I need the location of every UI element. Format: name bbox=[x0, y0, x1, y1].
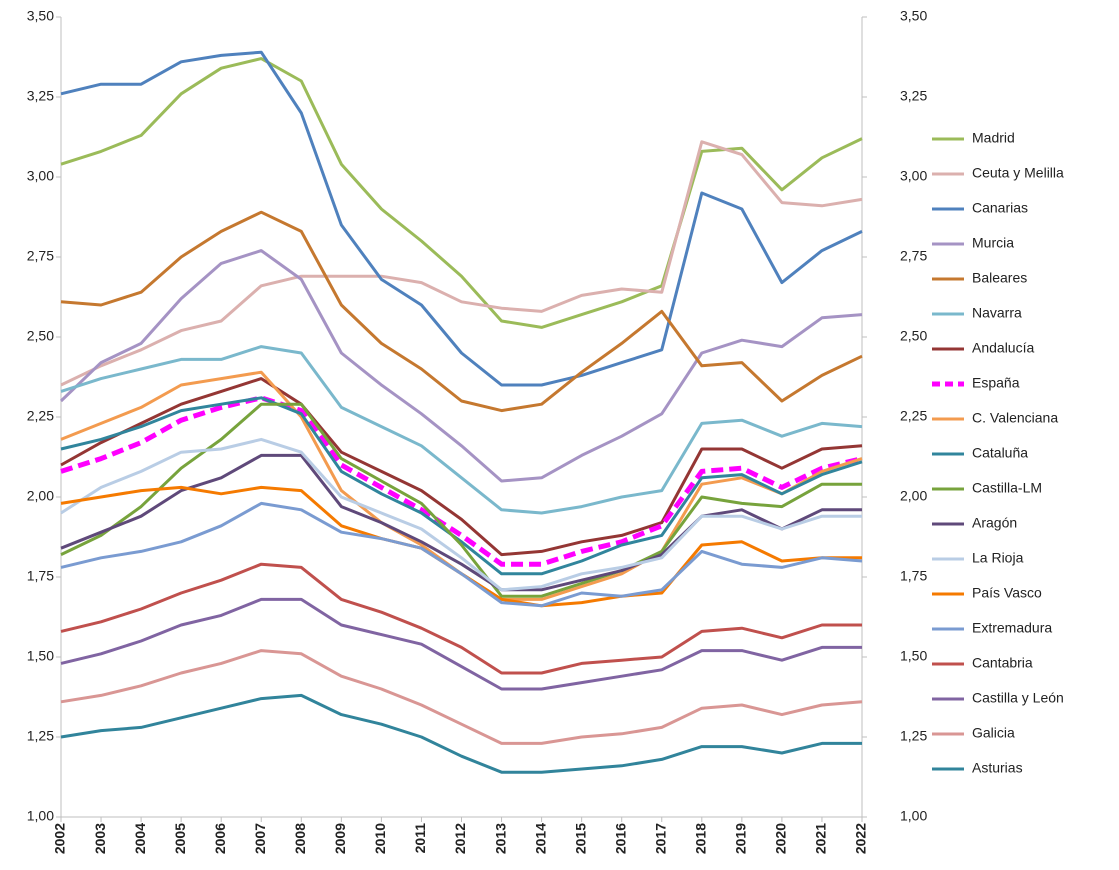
x-tick-label: 2019 bbox=[733, 823, 749, 854]
y-tick-label: 2,25 bbox=[27, 408, 54, 424]
series-line bbox=[60, 210, 863, 413]
x-tick-label: 2018 bbox=[693, 823, 709, 854]
y2-tick-label: 1,50 bbox=[900, 648, 927, 664]
series-line bbox=[60, 57, 863, 329]
series-line bbox=[60, 402, 862, 598]
y-tick-label: 2,50 bbox=[27, 328, 54, 344]
series-line bbox=[60, 562, 862, 675]
y-tick-label: 2,75 bbox=[27, 248, 54, 264]
x-tick-label: 2022 bbox=[853, 823, 869, 854]
x-tick-label: 2006 bbox=[212, 823, 228, 854]
x-tick-label: 2015 bbox=[572, 823, 588, 854]
y2-tick-label: 2,25 bbox=[900, 408, 927, 424]
y2-tick-label: 2,75 bbox=[900, 248, 927, 264]
legend-label: Castilla y León bbox=[972, 690, 1064, 706]
series-line bbox=[60, 501, 863, 608]
y-tick-label: 3,25 bbox=[27, 88, 54, 104]
y2-tick-label: 2,50 bbox=[900, 328, 927, 344]
legend-label: La Rioja bbox=[972, 550, 1024, 566]
x-tick-label: 2008 bbox=[292, 823, 308, 854]
x-tick-label: 2004 bbox=[132, 823, 148, 854]
series-line bbox=[60, 597, 862, 691]
series-line bbox=[60, 437, 862, 592]
x-tick-label: 2020 bbox=[773, 823, 789, 854]
x-tick-label: 2011 bbox=[412, 823, 428, 854]
series-line bbox=[60, 395, 863, 567]
legend-label: Andalucía bbox=[972, 340, 1034, 356]
y2-tick-label: 3,00 bbox=[900, 168, 927, 184]
x-tick-label: 2021 bbox=[813, 823, 829, 854]
series-line bbox=[60, 345, 863, 515]
legend-label: C. Valenciana bbox=[972, 410, 1058, 426]
y2-tick-label: 1,00 bbox=[900, 808, 927, 824]
legend-label: Cataluña bbox=[972, 445, 1028, 461]
y-tick-label: 1,50 bbox=[27, 648, 54, 664]
x-tick-label: 2016 bbox=[612, 823, 628, 854]
y2-tick-label: 2,00 bbox=[900, 488, 927, 504]
y2-tick-label: 1,75 bbox=[900, 568, 927, 584]
y-tick-label: 2,00 bbox=[27, 488, 54, 504]
legend-label: Galicia bbox=[972, 725, 1015, 741]
legend-label: Extremadura bbox=[972, 620, 1052, 636]
x-tick-label: 2012 bbox=[452, 823, 468, 854]
series-line bbox=[60, 453, 862, 592]
legend-label: Navarra bbox=[972, 305, 1022, 321]
y-tick-label: 1,75 bbox=[27, 568, 54, 584]
x-tick-label: 2005 bbox=[172, 823, 188, 854]
series-line bbox=[60, 140, 863, 387]
x-tick-label: 2010 bbox=[372, 823, 388, 854]
y-tick-label: 1,00 bbox=[27, 808, 54, 824]
x-tick-label: 2007 bbox=[252, 823, 268, 854]
y2-tick-label: 1,25 bbox=[900, 728, 927, 744]
legend-label: Baleares bbox=[972, 270, 1027, 286]
series-line bbox=[60, 377, 863, 557]
x-tick-label: 2002 bbox=[52, 823, 68, 854]
legend-label: Castilla-LM bbox=[972, 480, 1042, 496]
y-tick-label: 3,00 bbox=[27, 168, 54, 184]
series-line bbox=[60, 693, 862, 774]
legend-label: España bbox=[972, 375, 1020, 391]
legend-label: País Vasco bbox=[972, 585, 1042, 601]
legend-label: Aragón bbox=[972, 515, 1017, 531]
legend-label: Murcia bbox=[972, 235, 1014, 251]
y-tick-label: 3,50 bbox=[27, 8, 54, 24]
legend-label: Ceuta y Melilla bbox=[972, 165, 1064, 181]
legend-label: Madrid bbox=[972, 130, 1015, 146]
x-tick-label: 2017 bbox=[652, 823, 668, 854]
x-tick-label: 2013 bbox=[492, 823, 508, 854]
x-tick-label: 2009 bbox=[332, 823, 348, 854]
y2-tick-label: 3,25 bbox=[900, 88, 927, 104]
series-line bbox=[60, 396, 863, 576]
legend-label: Asturias bbox=[972, 760, 1023, 776]
y2-tick-label: 3,50 bbox=[900, 8, 927, 24]
series-line bbox=[60, 649, 863, 745]
legend-label: Canarias bbox=[972, 200, 1028, 216]
x-tick-label: 2003 bbox=[92, 823, 108, 854]
series-line bbox=[59, 249, 863, 483]
series-line bbox=[60, 50, 863, 387]
legend-label: Cantabria bbox=[972, 655, 1033, 671]
y-tick-label: 1,25 bbox=[27, 728, 54, 744]
x-tick-label: 2014 bbox=[532, 823, 548, 854]
